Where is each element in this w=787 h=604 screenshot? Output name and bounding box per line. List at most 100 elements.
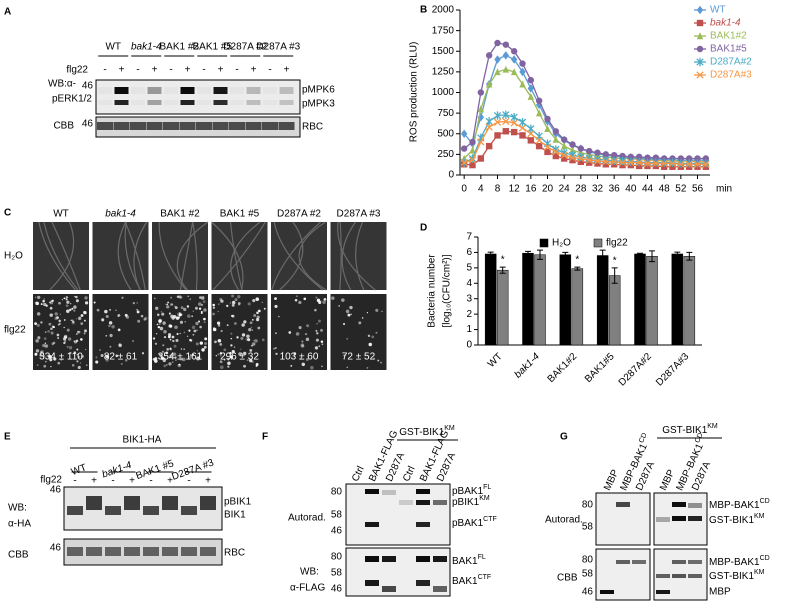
speckle bbox=[381, 310, 383, 312]
speckle bbox=[53, 357, 57, 361]
speckle bbox=[68, 345, 73, 350]
band bbox=[131, 87, 145, 94]
band bbox=[616, 560, 630, 564]
speckle bbox=[75, 318, 78, 320]
speckle bbox=[172, 352, 177, 357]
data-point bbox=[544, 148, 551, 156]
speckle bbox=[166, 305, 170, 309]
speckle bbox=[229, 302, 232, 304]
speckle bbox=[261, 301, 263, 303]
speckle bbox=[220, 299, 224, 303]
speckle bbox=[45, 360, 47, 363]
band bbox=[181, 506, 197, 515]
speckle bbox=[237, 294, 241, 299]
speckle bbox=[159, 326, 164, 331]
legend-label: BAK1#5 bbox=[710, 44, 747, 55]
speckle bbox=[229, 355, 233, 359]
band-label: BAK1FL bbox=[452, 554, 486, 567]
speckle bbox=[36, 323, 40, 327]
band bbox=[181, 547, 197, 556]
speckle bbox=[66, 345, 69, 348]
band bbox=[365, 556, 379, 562]
band-label: pMPK6 bbox=[302, 85, 335, 96]
speckle bbox=[361, 317, 364, 319]
error-bar bbox=[649, 250, 655, 263]
column-header: D287A #2 bbox=[277, 209, 321, 220]
band bbox=[229, 122, 245, 130]
band bbox=[196, 122, 212, 130]
count-label: 334 ± 110 bbox=[39, 352, 83, 363]
band bbox=[245, 122, 262, 130]
band bbox=[433, 500, 447, 505]
column-header: D287A #3 bbox=[337, 209, 381, 220]
speckle bbox=[318, 300, 322, 305]
speckle bbox=[98, 349, 101, 352]
x-axis-label: min bbox=[716, 184, 732, 195]
speckle bbox=[188, 355, 192, 359]
speckle bbox=[42, 299, 45, 303]
speckle bbox=[166, 303, 169, 306]
band bbox=[600, 590, 614, 594]
bar bbox=[534, 254, 546, 346]
speckle bbox=[298, 300, 302, 305]
y-tick-label: 0 bbox=[466, 340, 472, 351]
vein bbox=[51, 221, 81, 291]
speckle bbox=[169, 354, 173, 358]
speckle bbox=[109, 308, 112, 311]
speckle bbox=[160, 356, 165, 360]
size-marker: 46 bbox=[50, 485, 62, 496]
band bbox=[124, 547, 140, 556]
band bbox=[688, 574, 702, 578]
data-point bbox=[502, 51, 510, 60]
band bbox=[365, 489, 379, 494]
blot bbox=[595, 492, 651, 546]
speckle bbox=[161, 312, 165, 316]
band bbox=[246, 100, 261, 105]
speckle bbox=[69, 302, 72, 305]
speckle bbox=[105, 354, 110, 359]
band bbox=[67, 506, 83, 515]
x-tick-label: 56 bbox=[692, 184, 704, 195]
speckle bbox=[293, 352, 297, 355]
band bbox=[230, 87, 244, 94]
speckle bbox=[343, 354, 346, 357]
data-point bbox=[560, 136, 568, 143]
speckle bbox=[187, 295, 189, 297]
speckle bbox=[219, 352, 223, 355]
label-text: pBAK1 bbox=[452, 486, 484, 497]
speckle bbox=[196, 350, 199, 352]
error-bar bbox=[487, 251, 494, 257]
speckle bbox=[120, 362, 123, 365]
speckle bbox=[35, 301, 39, 306]
speckle bbox=[63, 341, 66, 345]
speckle bbox=[273, 347, 275, 350]
y-tick-label: 6 bbox=[466, 247, 472, 258]
speckle bbox=[35, 349, 40, 353]
speckle bbox=[163, 335, 167, 339]
speckle bbox=[67, 337, 72, 341]
image-tile bbox=[152, 222, 208, 290]
vein bbox=[192, 221, 198, 291]
band bbox=[672, 502, 686, 507]
speckle bbox=[275, 352, 278, 356]
lane-header: D287A #2 bbox=[223, 42, 267, 53]
treatment-sign: - bbox=[202, 65, 205, 76]
panel-label: B bbox=[420, 5, 427, 16]
data-point bbox=[468, 156, 477, 164]
data-point bbox=[702, 155, 710, 162]
speckle bbox=[59, 313, 62, 316]
data-point bbox=[552, 128, 560, 135]
band bbox=[416, 489, 430, 494]
speckle bbox=[39, 354, 42, 357]
blot-label: α-HA bbox=[8, 519, 31, 530]
data-point bbox=[510, 55, 518, 64]
speckle bbox=[73, 309, 76, 312]
legend-marker bbox=[696, 32, 704, 40]
speckle bbox=[44, 331, 47, 333]
speckle bbox=[250, 326, 253, 329]
vein bbox=[341, 221, 357, 291]
y-tick-label: 500 bbox=[437, 128, 454, 139]
treatment-sign: + bbox=[167, 476, 173, 487]
speckle bbox=[83, 319, 86, 322]
